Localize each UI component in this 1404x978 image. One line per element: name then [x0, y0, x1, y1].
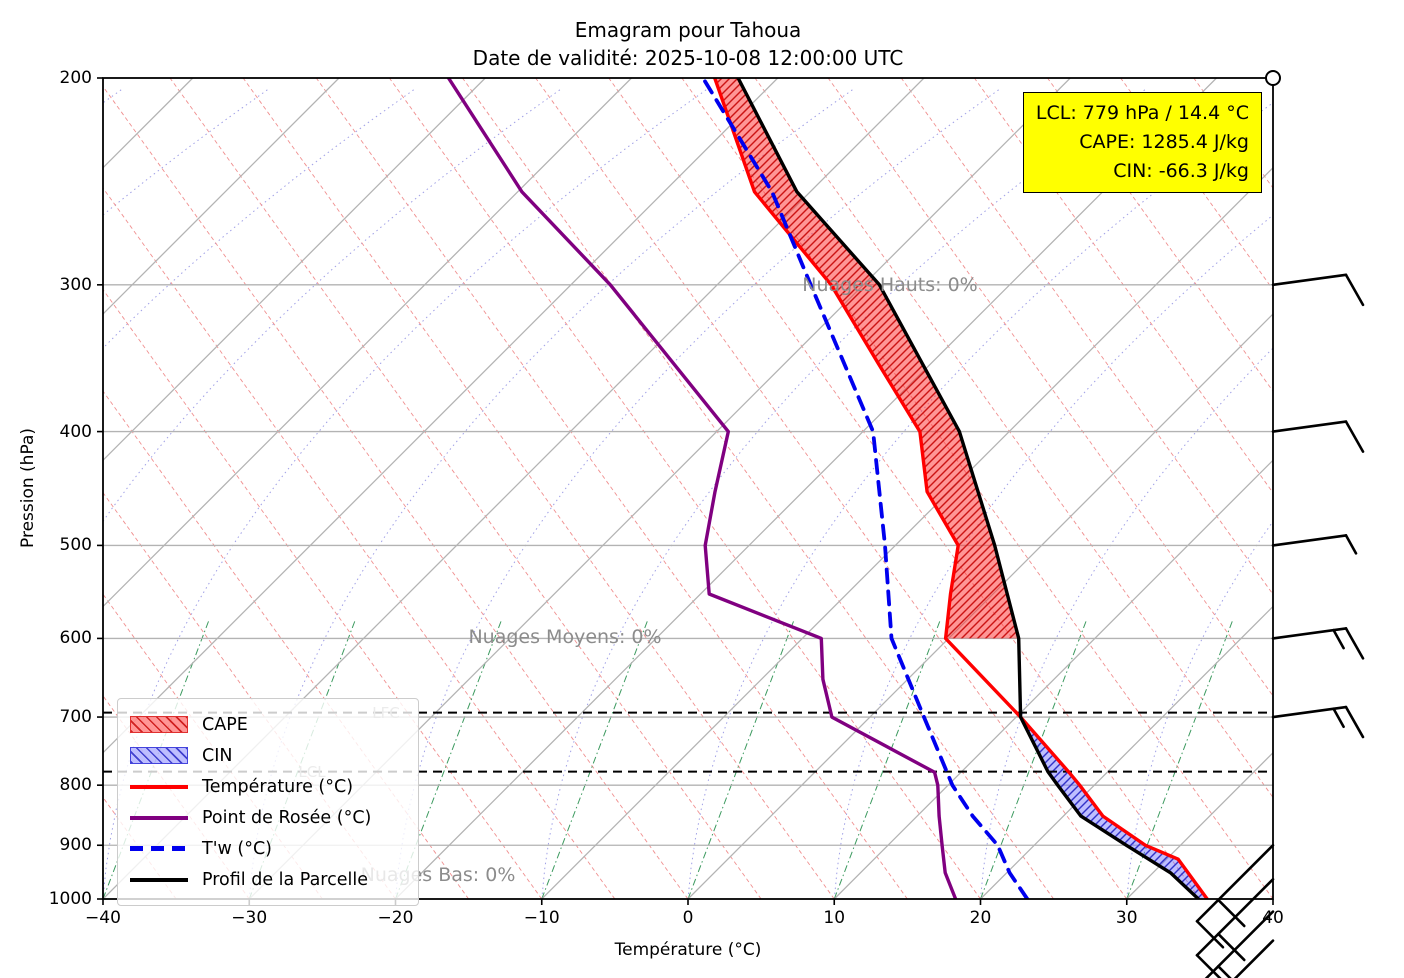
wind-barbs [1195, 70, 1365, 978]
axes-spines [97, 77, 1274, 905]
y-tick-label: 700 [59, 707, 92, 728]
legend-item-temperature: Température (°C) [130, 771, 406, 802]
calm-wind-icon [1265, 70, 1281, 86]
thermo-indices-info-box: LCL: 779 hPa / 14.4 °C CAPE: 1285.4 J/kg… [1022, 92, 1262, 193]
wetbulb-dashed-line-icon [130, 846, 188, 851]
lcl-value: LCL: 779 hPa / 14.4 °C [1035, 102, 1249, 124]
legend-label: Profil de la Parcelle [202, 869, 368, 890]
temperature-curve [713, 78, 1209, 899]
y-tick-label: 1000 [48, 889, 92, 909]
parcel-curve [736, 78, 1201, 899]
mid-clouds-annotation: Nuages Moyens: 0% [468, 626, 662, 648]
legend-label: T'w (°C) [202, 838, 272, 859]
x-tick-label: 0 [682, 908, 694, 928]
cin-value: CIN: -66.3 J/kg [1113, 160, 1249, 182]
legend-item-dewpoint: Point de Rosée (°C) [130, 802, 406, 833]
cape-value: CAPE: 1285.4 J/kg [1079, 131, 1249, 153]
legend-label: Température (°C) [202, 776, 354, 797]
y-tick-label: 300 [59, 274, 92, 295]
x-tick-label: −20 [377, 908, 414, 928]
y-tick-label: 500 [59, 535, 92, 556]
x-tick-label: −10 [523, 908, 560, 928]
x-axis-label: Température (°C) [614, 940, 762, 960]
dewpoint-line-icon [130, 815, 188, 820]
dewpoint-curve [446, 78, 958, 899]
page-title: Emagram pour Tahoua [574, 18, 802, 42]
x-tick-label: −40 [85, 908, 121, 928]
sounding-curves [446, 78, 1209, 899]
legend-item-wetbulb: T'w (°C) [130, 833, 406, 864]
x-tick-label: 20 [969, 908, 992, 928]
x-tick-label: 40 [1262, 908, 1284, 928]
cape-swatch-icon [130, 716, 188, 733]
x-tick-label: 30 [1115, 908, 1138, 928]
wetbulb-curve [701, 78, 1030, 899]
x-tick-label: 10 [823, 908, 846, 928]
legend-item-parcel: Profil de la Parcelle [130, 864, 406, 895]
x-tick-label: −30 [231, 908, 268, 928]
y-tick-label: 600 [59, 628, 92, 649]
legend-label: CAPE [202, 714, 248, 735]
cape-cin-fills [714, 78, 1208, 899]
parcel-line-icon [130, 877, 188, 882]
legend-label: CIN [202, 745, 233, 766]
y-tick-label: 200 [59, 68, 92, 88]
legend-label: Point de Rosée (°C) [202, 807, 372, 828]
y-tick-label: 400 [59, 421, 92, 442]
high-clouds-annotation: Nuages Hauts: 0% [802, 274, 978, 296]
cin-swatch-icon [130, 747, 188, 764]
chart-legend: CAPE CIN Température (°C) Point de Rosée… [117, 698, 419, 906]
legend-item-cin: CIN [130, 740, 406, 771]
y-tick-label: 800 [59, 775, 92, 796]
chart-subtitle-date: Date de validité: 2025-10-08 12:00:00 UT… [472, 46, 904, 70]
legend-item-cape: CAPE [130, 709, 406, 740]
y-tick-label: 900 [59, 835, 92, 856]
temperature-line-icon [130, 784, 188, 789]
